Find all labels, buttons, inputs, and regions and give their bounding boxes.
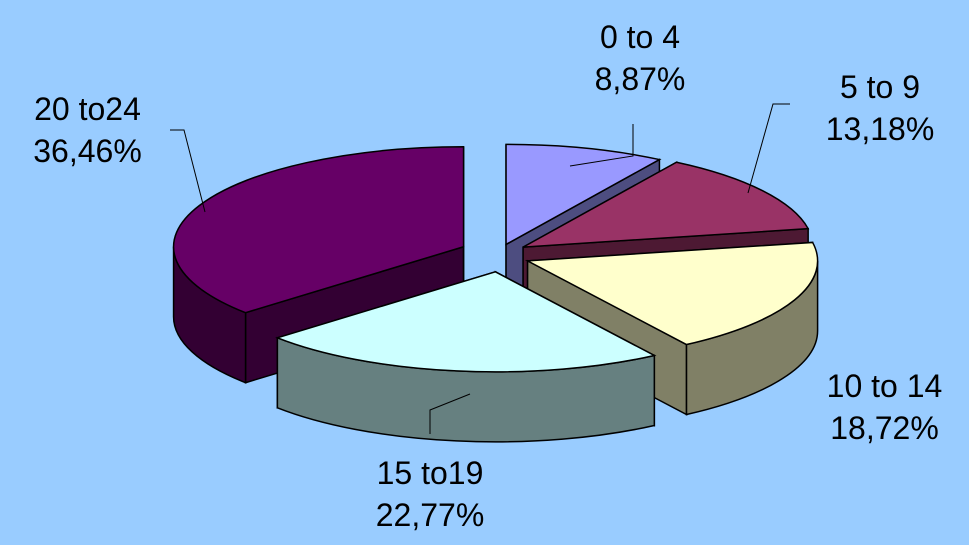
- slice-percent-0-to-4: 8,87%: [594, 61, 686, 97]
- slice-label-15-to19: 15 to19 22,77%: [340, 452, 520, 536]
- pie-slice-15-to19: [275, 270, 657, 443]
- leader-line-5-to-9: [747, 103, 790, 194]
- slice-category-0-to-4: 0 to 4: [599, 19, 681, 55]
- slice-percent-20-to24: 36,46%: [33, 133, 142, 169]
- slice-label-0-to-4: 0 to 4 8,87%: [560, 16, 720, 100]
- slice-label-10-to-14: 10 to 14 18,72%: [800, 365, 969, 449]
- slice-category-5-to-9: 5 to 9: [839, 69, 921, 105]
- pie-slice-top-20-to24: [172, 145, 465, 314]
- slice-label-20-to24: 20 to24 36,46%: [5, 88, 170, 172]
- slice-category-15-to19: 15 to19: [376, 455, 484, 491]
- leader-line-20-to24: [170, 129, 206, 213]
- slice-label-5-to-9: 5 to 9 13,18%: [795, 66, 965, 150]
- pie-slice-top-15-to19: [275, 271, 657, 373]
- slice-category-10-to-14: 10 to 14: [826, 368, 943, 404]
- pie-slice-top-5-to-9: [522, 161, 810, 248]
- slice-percent-15-to19: 22,77%: [375, 497, 485, 533]
- slice-category-20-to24: 20 to24: [34, 91, 141, 127]
- leader-line-15-to19: [429, 393, 471, 434]
- slice-percent-10-to-14: 18,72%: [830, 410, 939, 446]
- slice-percent-5-to-9: 13,18%: [825, 111, 935, 147]
- pie-slice-top-0-to-4: [505, 143, 662, 246]
- pie-slice-top-10-to-14: [524, 241, 819, 346]
- leader-line-0-to-4: [569, 124, 634, 167]
